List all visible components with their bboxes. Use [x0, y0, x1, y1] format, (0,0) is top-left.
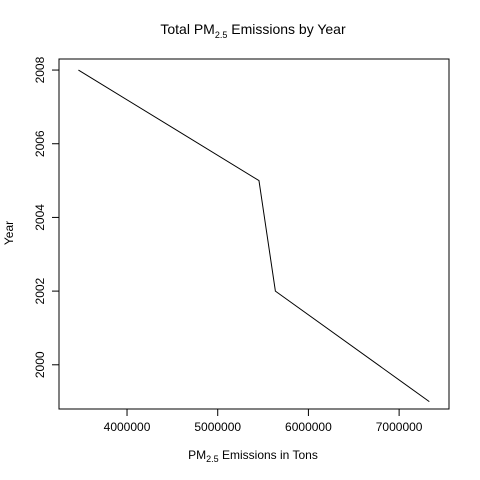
- y-tick-label: 2002: [33, 277, 47, 304]
- chart-title-suffix: Emissions by Year: [227, 21, 346, 37]
- chart-title-prefix: Total PM: [160, 21, 214, 37]
- x-axis-label: PM2.5 Emissions in Tons: [188, 448, 318, 464]
- x-tick-label: 6000000: [285, 420, 332, 434]
- y-tick-label: 2000: [33, 351, 47, 378]
- y-tick-label: 2004: [33, 204, 47, 231]
- x-axis-label-prefix: PM: [188, 448, 206, 462]
- chart-title: Total PM2.5 Emissions by Year: [160, 21, 346, 40]
- series-layer: [78, 70, 429, 402]
- y-tick-label: 2006: [33, 130, 47, 157]
- x-tick-label: 5000000: [194, 420, 241, 434]
- x-tick-label: 7000000: [376, 420, 423, 434]
- y-axis: 2000 2002 2004 2006 2008: [33, 56, 59, 378]
- plot-frame: [59, 59, 449, 409]
- chart-title-subscript: 2.5: [215, 30, 228, 40]
- x-axis-label-subscript: 2.5: [206, 454, 219, 464]
- x-axis-label-suffix: Emissions in Tons: [219, 448, 318, 462]
- x-tick-label: 4000000: [104, 420, 151, 434]
- y-axis-label: Year: [2, 221, 16, 245]
- emissions-series-line: [78, 70, 429, 402]
- x-axis: 4000000 5000000 6000000 7000000: [104, 409, 423, 434]
- y-tick-label: 2008: [33, 56, 47, 83]
